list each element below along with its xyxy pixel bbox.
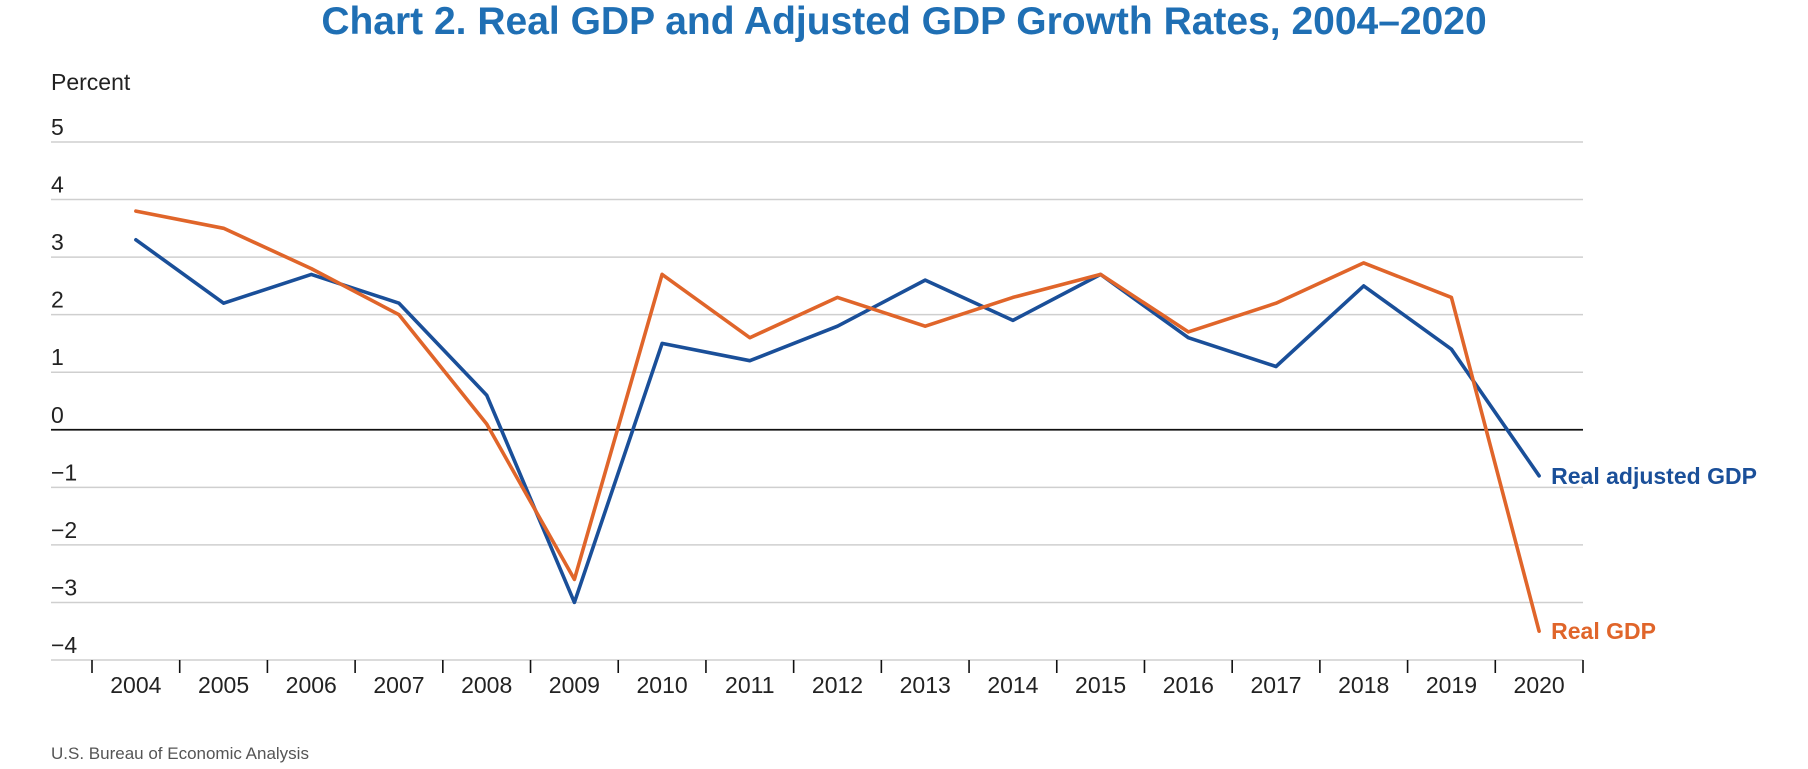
data-point	[134, 209, 138, 213]
data-point	[309, 267, 313, 271]
x-tick-label: 2019	[1426, 672, 1477, 698]
series-label: Real GDP	[1551, 618, 1656, 644]
series-label: Real adjusted GDP	[1551, 463, 1757, 489]
chart-title: Chart 2. Real GDP and Adjusted GDP Growt…	[321, 0, 1487, 43]
y-tick-label: 5	[51, 114, 64, 140]
x-tick-label: 2013	[900, 672, 951, 698]
data-point	[1099, 272, 1103, 276]
y-axis-label: Percent	[51, 69, 131, 95]
x-tick-label: 2010	[637, 672, 688, 698]
y-tick-label: 4	[51, 172, 64, 198]
data-point	[1449, 295, 1453, 299]
data-point	[1011, 318, 1015, 322]
x-tick-label: 2011	[725, 672, 774, 698]
x-tick-label: 2016	[1163, 672, 1214, 698]
y-tick-label: 1	[51, 344, 64, 370]
x-axis: 2004 2005 2006 2007 2008 2009 2010 2011 2012 2013…	[91, 660, 1584, 698]
series-line-1	[134, 209, 1541, 634]
gridlines	[51, 141, 1583, 661]
x-tick-label: 2017	[1250, 672, 1301, 698]
y-tick-labels: 5 4 3 2 1 0 −1 −2 −3 −4	[51, 114, 77, 658]
data-point	[1362, 261, 1366, 265]
data-point	[572, 577, 576, 581]
y-tick-label: −3	[51, 574, 77, 600]
x-tick-label: 2007	[373, 672, 424, 698]
data-point	[660, 272, 664, 276]
data-point	[1537, 629, 1541, 633]
data-point	[134, 238, 138, 242]
data-point	[1186, 330, 1190, 334]
x-tick-label: 2005	[198, 672, 249, 698]
data-point	[572, 600, 576, 604]
y-tick-label: −1	[51, 459, 77, 485]
x-tick-label: 2018	[1338, 672, 1389, 698]
y-tick-label: −2	[51, 517, 77, 543]
data-point	[1274, 364, 1278, 368]
y-tick-label: 2	[51, 287, 64, 313]
data-point	[1274, 301, 1278, 305]
data-point	[1186, 336, 1190, 340]
x-tick-label: 2006	[286, 672, 337, 698]
data-point	[1362, 284, 1366, 288]
series-lines	[134, 209, 1541, 634]
data-point	[836, 324, 839, 328]
y-tick-label: 3	[51, 229, 64, 255]
data-point	[309, 272, 313, 276]
data-point	[1011, 295, 1015, 299]
data-point	[1449, 347, 1453, 351]
data-point	[485, 393, 489, 397]
x-tick-label: 2020	[1514, 672, 1565, 698]
series-line-0	[134, 238, 1541, 605]
x-tick-label: 2008	[461, 672, 512, 698]
data-point	[923, 324, 927, 328]
data-point	[836, 295, 839, 299]
source-note: U.S. Bureau of Economic Analysis	[51, 744, 309, 763]
data-point	[397, 313, 401, 317]
data-point	[748, 359, 752, 363]
y-tick-label: 0	[51, 402, 64, 428]
data-point	[485, 422, 489, 426]
data-point	[397, 301, 401, 305]
x-tick-label: 2015	[1075, 672, 1126, 698]
data-point	[660, 341, 664, 345]
data-point	[923, 278, 927, 282]
x-tick-label: 2009	[549, 672, 600, 698]
data-point	[222, 226, 226, 230]
data-point	[222, 301, 226, 305]
x-tick-label: 2012	[812, 672, 863, 698]
data-point	[748, 336, 752, 340]
data-point	[1537, 474, 1541, 478]
x-tick-label: 2014	[987, 672, 1038, 698]
x-tick-label: 2004	[110, 672, 161, 698]
series-labels: Real adjusted GDP Real GDP	[1551, 463, 1757, 644]
y-tick-label: −4	[51, 632, 77, 658]
